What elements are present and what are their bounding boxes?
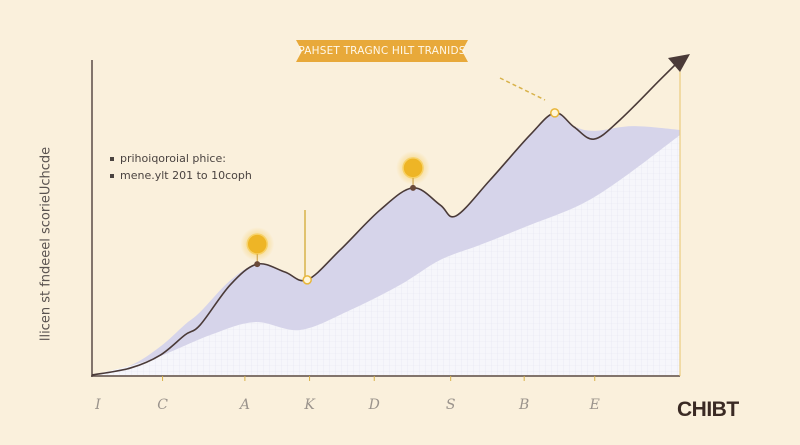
x-tick-label: S bbox=[445, 397, 456, 413]
accent-dashed-line bbox=[499, 77, 546, 101]
series-line bbox=[91, 59, 681, 376]
chart-title: PAHSET TRAGNC HILT TRANIDS bbox=[298, 45, 466, 57]
legend-item: prihoiqoroial phice: bbox=[110, 150, 252, 167]
legend-item: mene.ylt 201 to 10coph bbox=[110, 167, 252, 184]
data-point bbox=[550, 108, 560, 118]
x-tick-label: B bbox=[519, 397, 530, 413]
x-tick-label: E bbox=[589, 397, 600, 413]
coin-icon bbox=[402, 157, 424, 179]
data-point bbox=[302, 275, 312, 285]
arrow-head-icon bbox=[668, 54, 690, 72]
legend: prihoiqoroial phice: mene.ylt 201 to 10c… bbox=[110, 150, 252, 184]
x-tick-label: A bbox=[239, 397, 250, 413]
data-point bbox=[254, 261, 261, 268]
x-tick-label: K bbox=[304, 397, 315, 413]
x-tick-label: D bbox=[368, 397, 380, 413]
x-tick-label: C bbox=[157, 397, 168, 413]
x-tick-label: I bbox=[95, 397, 101, 413]
logo: CHIBT bbox=[677, 398, 739, 421]
lower-band-grid bbox=[92, 134, 680, 375]
y-axis-label: llicen st fndeeel scorieUchcde bbox=[38, 146, 54, 342]
coin-icon bbox=[246, 233, 268, 255]
data-point bbox=[410, 184, 417, 191]
title-banner: PAHSET TRAGNC HILT TRANIDS bbox=[296, 40, 468, 62]
